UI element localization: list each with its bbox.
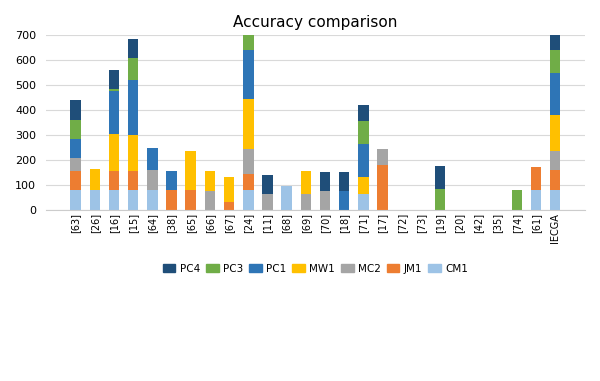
Bar xyxy=(320,191,330,210)
Bar xyxy=(205,171,215,191)
Bar xyxy=(358,105,368,122)
Bar xyxy=(128,39,139,58)
Bar xyxy=(70,100,81,120)
Bar xyxy=(550,30,560,50)
Bar xyxy=(339,173,349,191)
Bar xyxy=(301,171,311,194)
Bar xyxy=(243,190,254,210)
Bar xyxy=(109,190,119,210)
Bar xyxy=(70,120,81,139)
Bar xyxy=(550,190,560,210)
Bar xyxy=(435,189,445,210)
Bar xyxy=(185,151,196,190)
Bar xyxy=(358,178,368,194)
Bar xyxy=(224,178,235,202)
Bar xyxy=(301,194,311,210)
Bar xyxy=(512,190,522,210)
Bar xyxy=(185,190,196,210)
Bar xyxy=(147,147,158,170)
Bar xyxy=(243,8,254,28)
Bar xyxy=(550,115,560,151)
Bar xyxy=(205,191,215,210)
Bar xyxy=(550,73,560,115)
Bar xyxy=(550,50,560,73)
Bar xyxy=(109,91,119,134)
Bar xyxy=(70,157,81,171)
Bar xyxy=(70,139,81,157)
Bar xyxy=(128,58,139,80)
Bar xyxy=(147,170,158,190)
Bar xyxy=(109,70,119,89)
Bar xyxy=(128,171,139,190)
Bar xyxy=(70,190,81,210)
Bar xyxy=(109,171,119,190)
Bar xyxy=(435,166,445,189)
Bar xyxy=(339,191,349,210)
Bar xyxy=(89,190,100,210)
Title: Accuracy comparison: Accuracy comparison xyxy=(233,15,398,30)
Bar xyxy=(166,171,177,190)
Bar xyxy=(262,175,273,194)
Bar xyxy=(243,28,254,50)
Bar xyxy=(243,99,254,149)
Bar xyxy=(377,149,388,165)
Bar xyxy=(128,135,139,171)
Bar xyxy=(550,170,560,190)
Bar xyxy=(320,173,330,191)
Bar xyxy=(109,89,119,91)
Bar xyxy=(531,168,541,190)
Bar xyxy=(262,194,273,210)
Bar xyxy=(550,151,560,170)
Bar xyxy=(89,169,100,190)
Bar xyxy=(531,190,541,210)
Bar xyxy=(147,190,158,210)
Bar xyxy=(128,190,139,210)
Bar xyxy=(281,186,292,210)
Bar xyxy=(377,165,388,210)
Bar xyxy=(109,134,119,171)
Bar xyxy=(70,171,81,190)
Bar xyxy=(243,50,254,99)
Bar xyxy=(243,174,254,190)
Legend: PC4, PC3, PC1, MW1, MC2, JM1, CM1: PC4, PC3, PC1, MW1, MC2, JM1, CM1 xyxy=(159,260,472,278)
Bar xyxy=(224,202,235,210)
Bar xyxy=(243,149,254,174)
Bar xyxy=(358,144,368,178)
Bar xyxy=(166,190,177,210)
Bar xyxy=(358,194,368,210)
Bar xyxy=(358,122,368,144)
Bar xyxy=(128,80,139,135)
